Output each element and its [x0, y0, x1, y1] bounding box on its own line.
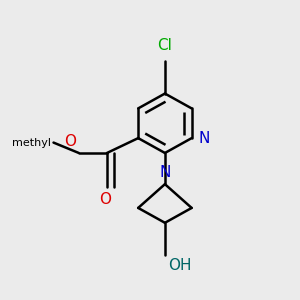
- Text: N: N: [198, 130, 210, 146]
- Text: O: O: [100, 192, 112, 207]
- Text: N: N: [159, 165, 171, 180]
- Text: OH: OH: [168, 258, 191, 273]
- Text: Cl: Cl: [158, 38, 172, 53]
- Text: O: O: [64, 134, 76, 148]
- Text: methyl: methyl: [11, 138, 50, 148]
